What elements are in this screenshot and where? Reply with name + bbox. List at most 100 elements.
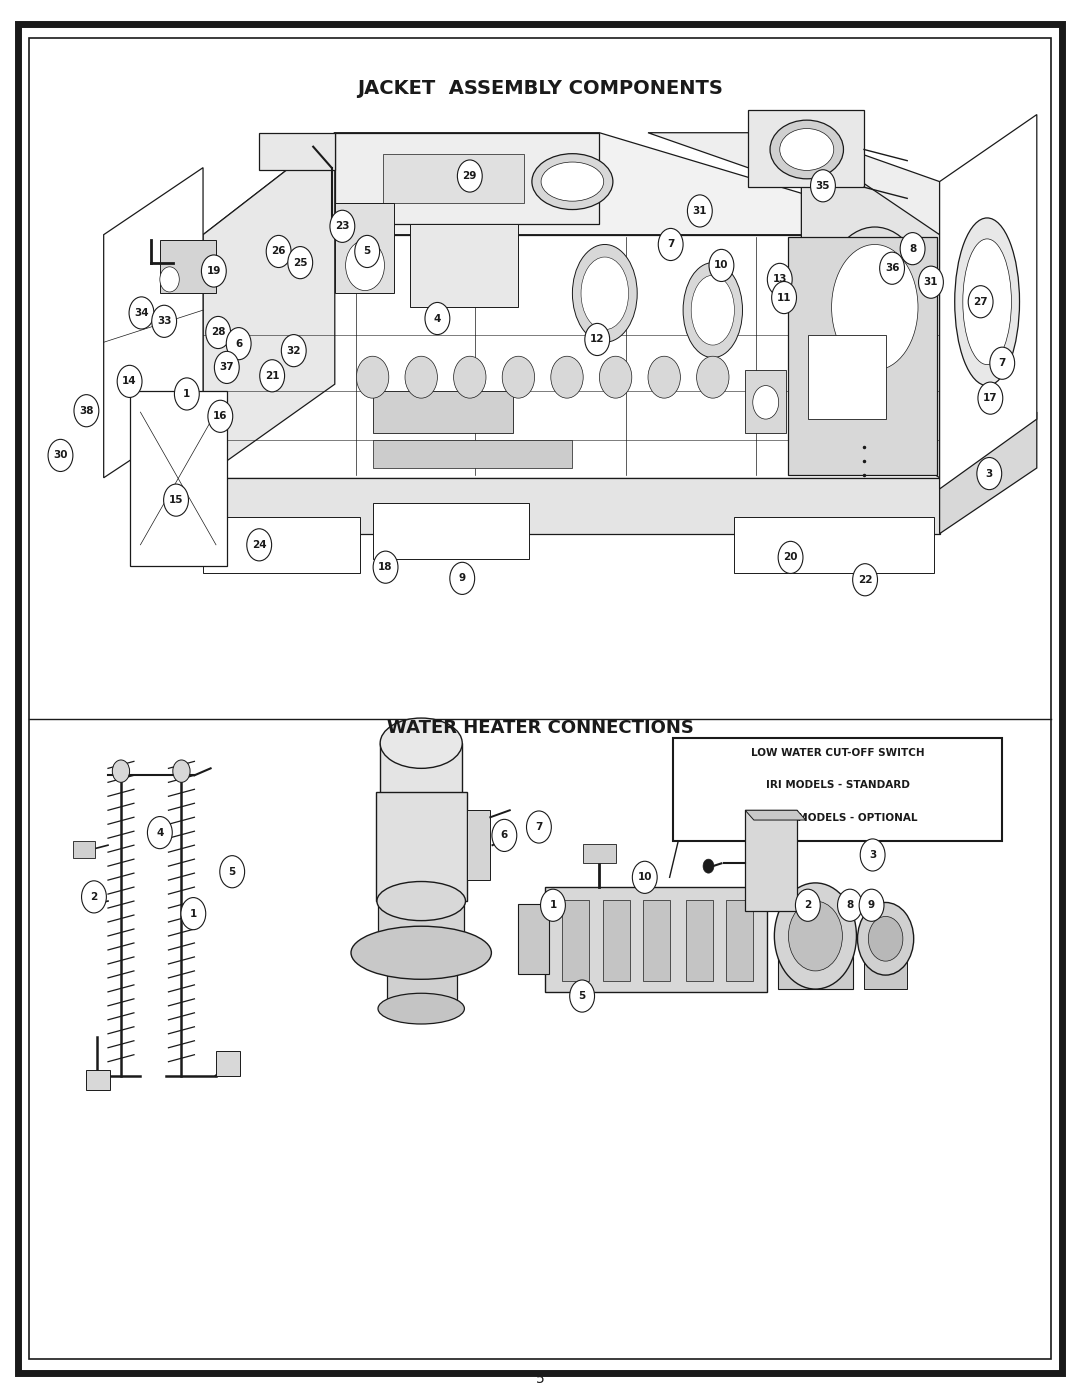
Circle shape	[774, 883, 856, 989]
Text: 8: 8	[847, 900, 853, 911]
Circle shape	[180, 897, 205, 930]
Polygon shape	[940, 115, 1037, 489]
FancyBboxPatch shape	[518, 904, 549, 974]
Text: CSD-1 MODELS - OPTIONAL: CSD-1 MODELS - OPTIONAL	[758, 813, 917, 823]
Circle shape	[458, 161, 483, 191]
FancyBboxPatch shape	[808, 335, 886, 419]
FancyBboxPatch shape	[467, 810, 490, 880]
Text: 9: 9	[868, 900, 875, 911]
Text: 6: 6	[235, 338, 242, 349]
Circle shape	[207, 400, 233, 433]
Ellipse shape	[770, 120, 843, 179]
Text: 31: 31	[692, 205, 707, 217]
Circle shape	[151, 306, 176, 338]
Circle shape	[175, 379, 199, 411]
Text: 21: 21	[265, 370, 280, 381]
Circle shape	[202, 256, 227, 288]
Text: 28: 28	[211, 327, 226, 338]
Polygon shape	[203, 478, 940, 534]
Circle shape	[551, 356, 583, 398]
Circle shape	[633, 861, 657, 894]
FancyBboxPatch shape	[410, 224, 518, 307]
Circle shape	[160, 267, 179, 292]
Text: 2: 2	[91, 891, 97, 902]
Circle shape	[659, 229, 683, 261]
FancyBboxPatch shape	[745, 810, 797, 911]
FancyBboxPatch shape	[864, 958, 907, 989]
Text: 9: 9	[459, 573, 465, 584]
Circle shape	[767, 263, 792, 295]
Ellipse shape	[581, 257, 629, 330]
Text: 1: 1	[550, 900, 556, 911]
Circle shape	[990, 348, 1015, 380]
Text: 4: 4	[157, 827, 163, 838]
Ellipse shape	[572, 244, 637, 342]
Circle shape	[788, 901, 842, 971]
Circle shape	[858, 902, 914, 975]
Polygon shape	[203, 235, 940, 478]
Ellipse shape	[832, 244, 918, 370]
Circle shape	[49, 439, 73, 472]
Text: 23: 23	[335, 221, 350, 232]
Polygon shape	[373, 503, 529, 559]
FancyBboxPatch shape	[335, 203, 394, 293]
Circle shape	[426, 303, 450, 335]
FancyBboxPatch shape	[673, 738, 1002, 841]
FancyBboxPatch shape	[745, 370, 786, 433]
FancyBboxPatch shape	[376, 792, 467, 901]
Circle shape	[173, 760, 190, 782]
Circle shape	[703, 859, 714, 873]
Polygon shape	[648, 133, 940, 235]
Circle shape	[853, 563, 877, 597]
FancyBboxPatch shape	[387, 950, 457, 1009]
Circle shape	[541, 890, 566, 922]
Ellipse shape	[351, 926, 491, 979]
Circle shape	[778, 541, 804, 574]
Ellipse shape	[691, 275, 734, 345]
Polygon shape	[203, 517, 360, 573]
Polygon shape	[940, 412, 1037, 534]
Text: 7: 7	[999, 358, 1005, 369]
Text: 34: 34	[134, 307, 149, 319]
Circle shape	[861, 838, 886, 872]
Circle shape	[82, 882, 106, 914]
FancyBboxPatch shape	[216, 1051, 240, 1076]
Text: 6: 6	[501, 830, 508, 841]
Circle shape	[527, 810, 551, 844]
FancyBboxPatch shape	[583, 844, 616, 863]
Polygon shape	[745, 810, 806, 820]
FancyBboxPatch shape	[383, 154, 524, 203]
Text: 5: 5	[364, 246, 370, 257]
Ellipse shape	[531, 154, 613, 210]
Circle shape	[356, 356, 389, 398]
Circle shape	[266, 236, 292, 268]
FancyBboxPatch shape	[686, 900, 713, 981]
Polygon shape	[734, 517, 934, 573]
Text: 18: 18	[378, 562, 393, 573]
Text: LOW WATER CUT-OFF SWITCH: LOW WATER CUT-OFF SWITCH	[751, 749, 924, 759]
FancyBboxPatch shape	[73, 841, 95, 858]
Polygon shape	[335, 133, 599, 224]
Circle shape	[492, 819, 516, 851]
Text: 16: 16	[213, 411, 228, 422]
Text: 38: 38	[79, 405, 94, 416]
FancyBboxPatch shape	[160, 240, 216, 293]
Ellipse shape	[380, 718, 462, 768]
Circle shape	[205, 317, 231, 348]
Circle shape	[879, 251, 905, 284]
Polygon shape	[748, 110, 864, 187]
Circle shape	[771, 282, 797, 313]
Circle shape	[648, 356, 680, 398]
Text: 31: 31	[923, 277, 939, 288]
Circle shape	[969, 286, 994, 317]
Circle shape	[287, 247, 313, 279]
Text: 20: 20	[783, 552, 798, 563]
Polygon shape	[801, 141, 940, 478]
FancyBboxPatch shape	[603, 900, 630, 981]
Ellipse shape	[821, 226, 929, 387]
FancyBboxPatch shape	[778, 950, 853, 989]
Circle shape	[454, 356, 486, 398]
Text: 35: 35	[815, 180, 831, 191]
FancyBboxPatch shape	[380, 743, 462, 796]
Polygon shape	[203, 133, 335, 478]
